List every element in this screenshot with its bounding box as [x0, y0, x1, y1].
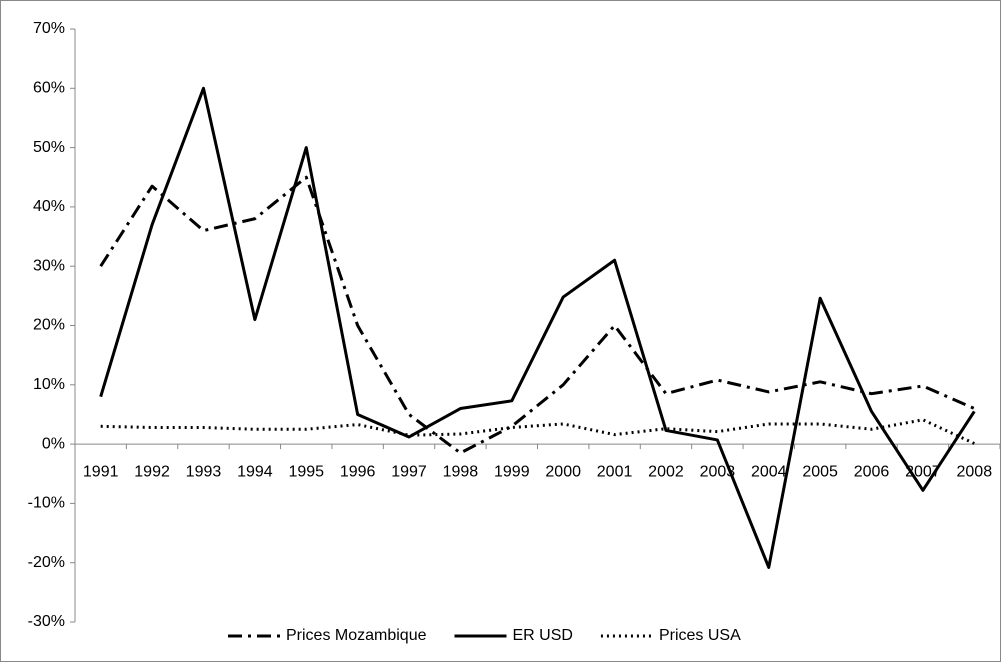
y-tick-label: 0% [42, 435, 65, 452]
x-tick-label: 1993 [186, 463, 222, 480]
legend-label: Prices USA [659, 627, 741, 644]
x-tick-label: 2008 [957, 463, 993, 480]
series-line [99, 86, 976, 569]
series-line [99, 175, 975, 455]
x-tick-label: 2001 [597, 463, 633, 480]
x-tick-label: 1991 [83, 463, 119, 480]
x-tick-label: 2006 [854, 463, 890, 480]
x-tick-label: 2000 [545, 463, 581, 480]
x-tick-label: 1995 [288, 463, 324, 480]
y-tick-label: 50% [33, 139, 65, 156]
x-tick-label: 1998 [443, 463, 479, 480]
x-tick-label: 2005 [802, 463, 838, 480]
x-tick-label: 2004 [751, 463, 787, 480]
y-tick-label: -20% [28, 554, 65, 571]
y-tick-label: 40% [33, 198, 65, 215]
legend-label: ER USD [513, 627, 573, 644]
x-tick-label: 1994 [237, 463, 273, 480]
x-tick-label: 2003 [700, 463, 736, 480]
y-tick-label: 20% [33, 317, 65, 334]
y-tick-label: -30% [28, 613, 65, 630]
y-tick-label: 70% [33, 20, 65, 37]
legend-label: Prices Mozambique [286, 627, 427, 644]
y-tick-label: 60% [33, 80, 65, 97]
y-tick-label: 10% [33, 376, 65, 393]
x-tick-label: 1999 [494, 463, 530, 480]
series-line [100, 418, 975, 445]
x-tick-label: 1996 [340, 463, 376, 480]
x-tick-label: 1992 [134, 463, 170, 480]
x-tick-label: 2002 [648, 463, 684, 480]
x-tick-label: 1997 [391, 463, 427, 480]
y-tick-label: -10% [28, 495, 65, 512]
y-tick-label: 30% [33, 257, 65, 274]
